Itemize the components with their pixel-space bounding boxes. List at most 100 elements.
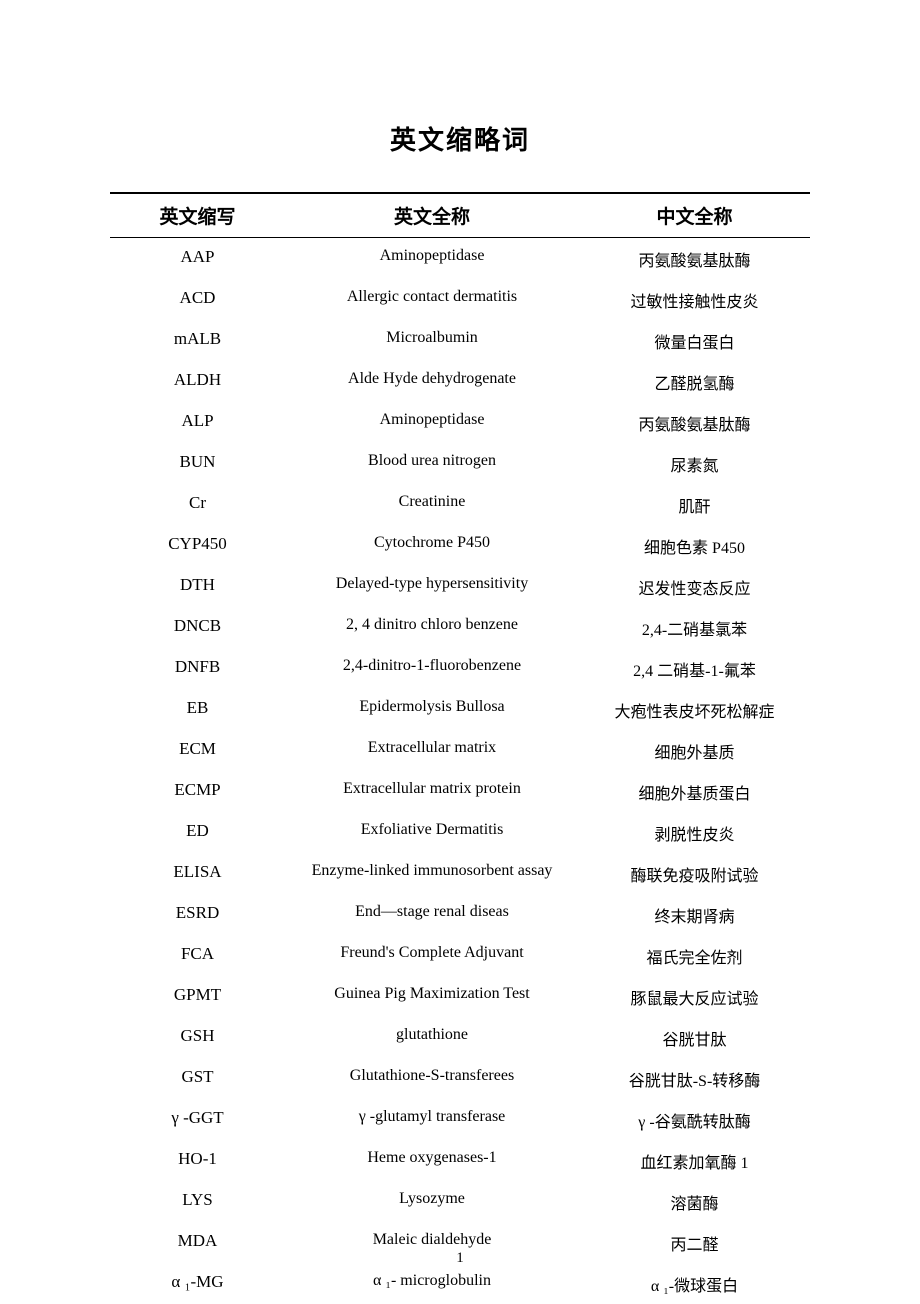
cell-chinese: 尿素氮 (579, 452, 810, 476)
table-row: ECMExtracellular matrix细胞外基质 (110, 730, 810, 771)
table-row: DTHDelayed-type hypersensitivity迟发性变态反应 (110, 566, 810, 607)
cell-chinese: 溶菌酶 (579, 1190, 810, 1214)
cell-abbrev: EB (110, 698, 285, 722)
cell-chinese: 谷胱甘肽 (579, 1026, 810, 1050)
cell-abbrev: α ₁-MG (110, 1272, 285, 1296)
cell-chinese: 豚鼠最大反应试验 (579, 985, 810, 1009)
cell-english: glutathione (285, 1026, 579, 1050)
cell-chinese: γ -谷氨酰转肽酶 (579, 1108, 810, 1132)
cell-chinese: 2,4 二硝基-1-氟苯 (579, 657, 810, 681)
cell-chinese: 丙氨酸氨基肽酶 (579, 411, 810, 435)
cell-abbrev: CYP450 (110, 534, 285, 558)
cell-english: γ -glutamyl transferase (285, 1108, 579, 1132)
cell-chinese: 微量白蛋白 (579, 329, 810, 353)
cell-chinese: 丙氨酸氨基肽酶 (579, 247, 810, 271)
cell-english: Glutathione-S-transferees (285, 1067, 579, 1091)
cell-english: Guinea Pig Maximization Test (285, 985, 579, 1009)
cell-abbrev: ACD (110, 288, 285, 312)
cell-english: Enzyme-linked immunosorbent assay (285, 862, 579, 886)
cell-chinese: 细胞外基质蛋白 (579, 780, 810, 804)
table-row: DNFB2,4-dinitro-1-fluorobenzene2,4 二硝基-1… (110, 648, 810, 689)
cell-english: 2, 4 dinitro chloro benzene (285, 616, 579, 640)
cell-english: Microalbumin (285, 329, 579, 353)
cell-abbrev: GSH (110, 1026, 285, 1050)
table-header-row: 英文缩写 英文全称 中文全称 (110, 192, 810, 238)
table-row: ALPAminopeptidase丙氨酸氨基肽酶 (110, 402, 810, 443)
table-row: EDExfoliative Dermatitis剥脱性皮炎 (110, 812, 810, 853)
cell-english: Epidermolysis Bullosa (285, 698, 579, 722)
cell-english: Aminopeptidase (285, 247, 579, 271)
table-row: DNCB2, 4 dinitro chloro benzene2,4-二硝基氯苯 (110, 607, 810, 648)
cell-english: Aminopeptidase (285, 411, 579, 435)
cell-abbrev: LYS (110, 1190, 285, 1214)
cell-english: Freund's Complete Adjuvant (285, 944, 579, 968)
table-row: ESRDEnd—stage renal diseas终末期肾病 (110, 894, 810, 935)
cell-abbrev: mALB (110, 329, 285, 353)
page-number: 1 (0, 1250, 920, 1267)
cell-abbrev: ELISA (110, 862, 285, 886)
cell-abbrev: ECM (110, 739, 285, 763)
table-row: HO-1Heme oxygenases-1血红素加氧酶 1 (110, 1140, 810, 1181)
table-row: α ₁-MGα ₁- microglobulinα ₁-微球蛋白 (110, 1263, 810, 1304)
table-row: GSHglutathione谷胱甘肽 (110, 1017, 810, 1058)
table-row: FCAFreund's Complete Adjuvant福氏完全佐剂 (110, 935, 810, 976)
table-row: mALBMicroalbumin微量白蛋白 (110, 320, 810, 361)
table-row: γ -GGTγ -glutamyl transferaseγ -谷氨酰转肽酶 (110, 1099, 810, 1140)
table-row: EBEpidermolysis Bullosa大疱性表皮坏死松解症 (110, 689, 810, 730)
cell-english: 2,4-dinitro-1-fluorobenzene (285, 657, 579, 681)
table-row: CYP450Cytochrome P450细胞色素 P450 (110, 525, 810, 566)
cell-english: Blood urea nitrogen (285, 452, 579, 476)
cell-abbrev: FCA (110, 944, 285, 968)
header-english: 英文全称 (285, 202, 579, 229)
cell-english: Alde Hyde dehydrogenate (285, 370, 579, 394)
cell-abbrev: Cr (110, 493, 285, 517)
table-body: AAPAminopeptidase丙氨酸氨基肽酶ACDAllergic cont… (110, 238, 810, 1304)
table-row: CrCreatinine肌酐 (110, 484, 810, 525)
header-chinese: 中文全称 (579, 202, 810, 229)
cell-chinese: 血红素加氧酶 1 (579, 1149, 810, 1173)
cell-english: Cytochrome P450 (285, 534, 579, 558)
cell-abbrev: DNFB (110, 657, 285, 681)
cell-english: Heme oxygenases-1 (285, 1149, 579, 1173)
cell-chinese: 谷胱甘肽-S-转移酶 (579, 1067, 810, 1091)
cell-abbrev: ESRD (110, 903, 285, 927)
cell-chinese: 福氏完全佐剂 (579, 944, 810, 968)
cell-abbrev: ALDH (110, 370, 285, 394)
cell-abbrev: ALP (110, 411, 285, 435)
table-row: ECMPExtracellular matrix protein细胞外基质蛋白 (110, 771, 810, 812)
table-row: AAPAminopeptidase丙氨酸氨基肽酶 (110, 238, 810, 279)
cell-english: Lysozyme (285, 1190, 579, 1214)
cell-chinese: 细胞外基质 (579, 739, 810, 763)
table-row: LYSLysozyme溶菌酶 (110, 1181, 810, 1222)
table-row: GSTGlutathione-S-transferees谷胱甘肽-S-转移酶 (110, 1058, 810, 1099)
cell-chinese: 细胞色素 P450 (579, 534, 810, 558)
cell-english: Allergic contact dermatitis (285, 288, 579, 312)
cell-abbrev: γ -GGT (110, 1108, 285, 1132)
cell-chinese: α ₁-微球蛋白 (579, 1272, 810, 1296)
cell-english: Delayed-type hypersensitivity (285, 575, 579, 599)
table-row: ALDHAlde Hyde dehydrogenate乙醛脱氢酶 (110, 361, 810, 402)
cell-chinese: 酶联免疫吸附试验 (579, 862, 810, 886)
page-title: 英文缩略词 (110, 120, 810, 157)
table-row: ACDAllergic contact dermatitis过敏性接触性皮炎 (110, 279, 810, 320)
cell-english: End—stage renal diseas (285, 903, 579, 927)
table-row: ELISAEnzyme-linked immunosorbent assay酶联… (110, 853, 810, 894)
cell-chinese: 肌酐 (579, 493, 810, 517)
cell-english: Extracellular matrix protein (285, 780, 579, 804)
cell-chinese: 迟发性变态反应 (579, 575, 810, 599)
header-abbrev: 英文缩写 (110, 202, 285, 229)
cell-chinese: 终末期肾病 (579, 903, 810, 927)
cell-english: Creatinine (285, 493, 579, 517)
cell-abbrev: DNCB (110, 616, 285, 640)
cell-abbrev: GST (110, 1067, 285, 1091)
cell-abbrev: ED (110, 821, 285, 845)
cell-chinese: 过敏性接触性皮炎 (579, 288, 810, 312)
cell-english: α ₁- microglobulin (285, 1272, 579, 1296)
cell-chinese: 大疱性表皮坏死松解症 (579, 698, 810, 722)
table-row: GPMTGuinea Pig Maximization Test豚鼠最大反应试验 (110, 976, 810, 1017)
cell-abbrev: BUN (110, 452, 285, 476)
cell-abbrev: ECMP (110, 780, 285, 804)
cell-chinese: 乙醛脱氢酶 (579, 370, 810, 394)
cell-english: Exfoliative Dermatitis (285, 821, 579, 845)
cell-abbrev: HO-1 (110, 1149, 285, 1173)
